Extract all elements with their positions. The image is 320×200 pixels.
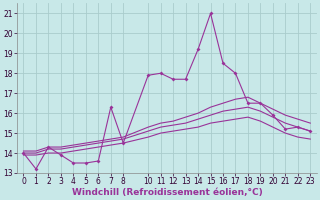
X-axis label: Windchill (Refroidissement éolien,°C): Windchill (Refroidissement éolien,°C): [72, 188, 262, 197]
